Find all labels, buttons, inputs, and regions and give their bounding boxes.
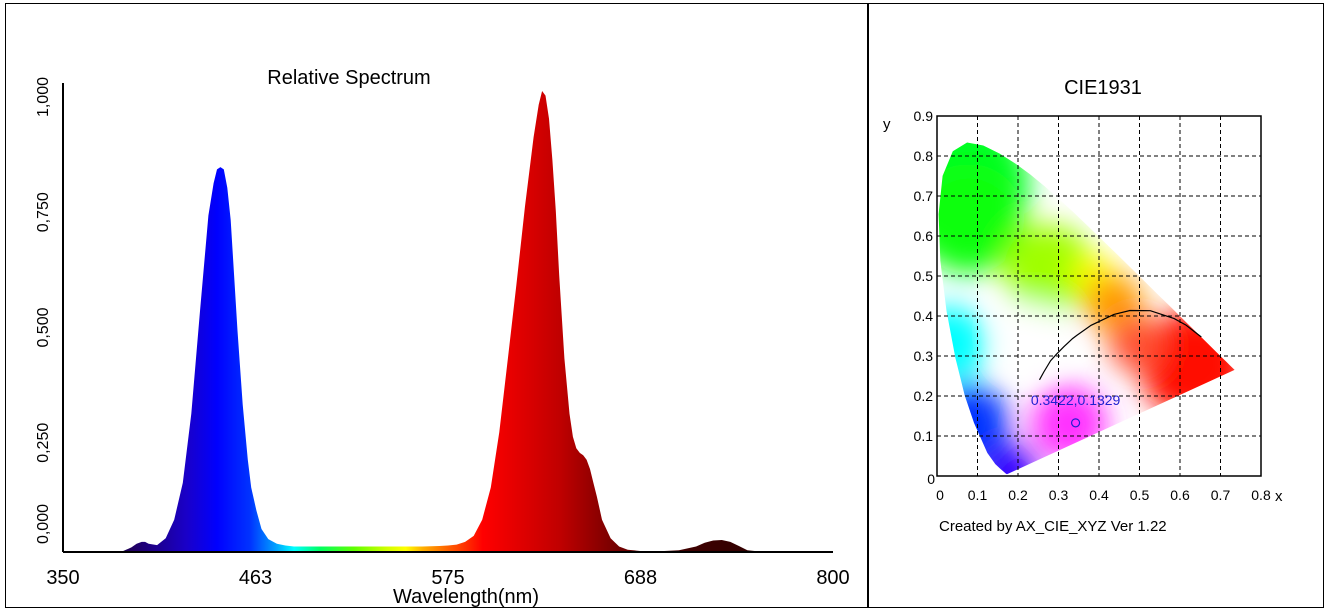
cie-grid bbox=[937, 116, 1261, 476]
x-tick-label: 350 bbox=[46, 567, 79, 589]
cie-x-tick-label: 0.7 bbox=[1211, 487, 1231, 503]
cie-y-tick-label: 0.6 bbox=[914, 228, 934, 244]
y-tick-label: 0,250 bbox=[35, 423, 52, 463]
cie-x-tick-label: 0.8 bbox=[1251, 487, 1271, 503]
cie-x-axis-label: x bbox=[1275, 488, 1283, 505]
cie-y-tick-label: 0.3 bbox=[914, 348, 934, 364]
cie-x-tick-label: 0.1 bbox=[968, 487, 988, 503]
spectrum-series-area bbox=[63, 91, 833, 552]
y-tick-label: 0,500 bbox=[35, 307, 52, 347]
cie-chart: 0.3422,0.1329 0.1 0.2 0.3 0.4 0.5 0.6 0.7 0.8 0.… bbox=[883, 77, 1283, 535]
y-tick-label: 0,750 bbox=[35, 192, 52, 232]
chromaticity-point bbox=[1070, 418, 1081, 428]
cie-y-tick-label: 0 bbox=[927, 471, 935, 487]
cie-x-tick-label: 0.4 bbox=[1089, 487, 1109, 503]
x-tick-label: 463 bbox=[239, 567, 272, 589]
cie-x-tick-label: 0.3 bbox=[1049, 487, 1069, 503]
cie-x-tick-label: 0.5 bbox=[1130, 487, 1150, 503]
cie-y-tick-label: 0.8 bbox=[914, 148, 934, 164]
x-axis-label: Wavelength(nm) bbox=[393, 586, 539, 608]
spectrum-title: Relative Spectrum bbox=[267, 67, 430, 89]
cie-y-tick-label: 0.7 bbox=[914, 188, 934, 204]
cie-panel: 0.3422,0.1329 0.1 0.2 0.3 0.4 0.5 0.6 0.7 0.8 0.… bbox=[868, 3, 1324, 608]
cie-y-axis-label: y bbox=[883, 116, 891, 133]
cie-y-tick-label: 0.4 bbox=[914, 308, 934, 324]
cie-caption: Created by AX_CIE_XYZ Ver 1.22 bbox=[939, 518, 1167, 535]
spectrum-panel: 0,000 0,250 0,500 0,750 1,000 350 463 575 688 80… bbox=[5, 3, 868, 608]
cie-y-tick-label: 0.5 bbox=[914, 268, 934, 284]
cie-y-tick-label: 0.9 bbox=[914, 108, 934, 124]
x-tick-label: 800 bbox=[816, 567, 849, 589]
chromaticity-point-label: 0.3422,0.1329 bbox=[1031, 392, 1121, 408]
spectrum-chart: 0,000 0,250 0,500 0,750 1,000 350 463 575 688 80… bbox=[35, 67, 850, 608]
cie-x-tick-label: 0.2 bbox=[1008, 487, 1028, 503]
cie-y-tick-label: 0.1 bbox=[914, 428, 934, 444]
cie-x-tick-label: 0 bbox=[936, 487, 944, 503]
x-tick-label: 575 bbox=[431, 567, 464, 589]
cie-plot-frame bbox=[936, 115, 1262, 477]
cie-title: CIE1931 bbox=[1064, 77, 1142, 99]
cie-y-tick-label: 0.2 bbox=[914, 388, 934, 404]
x-tick-label: 688 bbox=[624, 567, 657, 589]
y-tick-label: 1,000 bbox=[35, 77, 52, 117]
planckian-locus-curve bbox=[1038, 309, 1202, 381]
cie-x-tick-label: 0.6 bbox=[1170, 487, 1190, 503]
y-tick-label: 0,000 bbox=[35, 504, 52, 544]
